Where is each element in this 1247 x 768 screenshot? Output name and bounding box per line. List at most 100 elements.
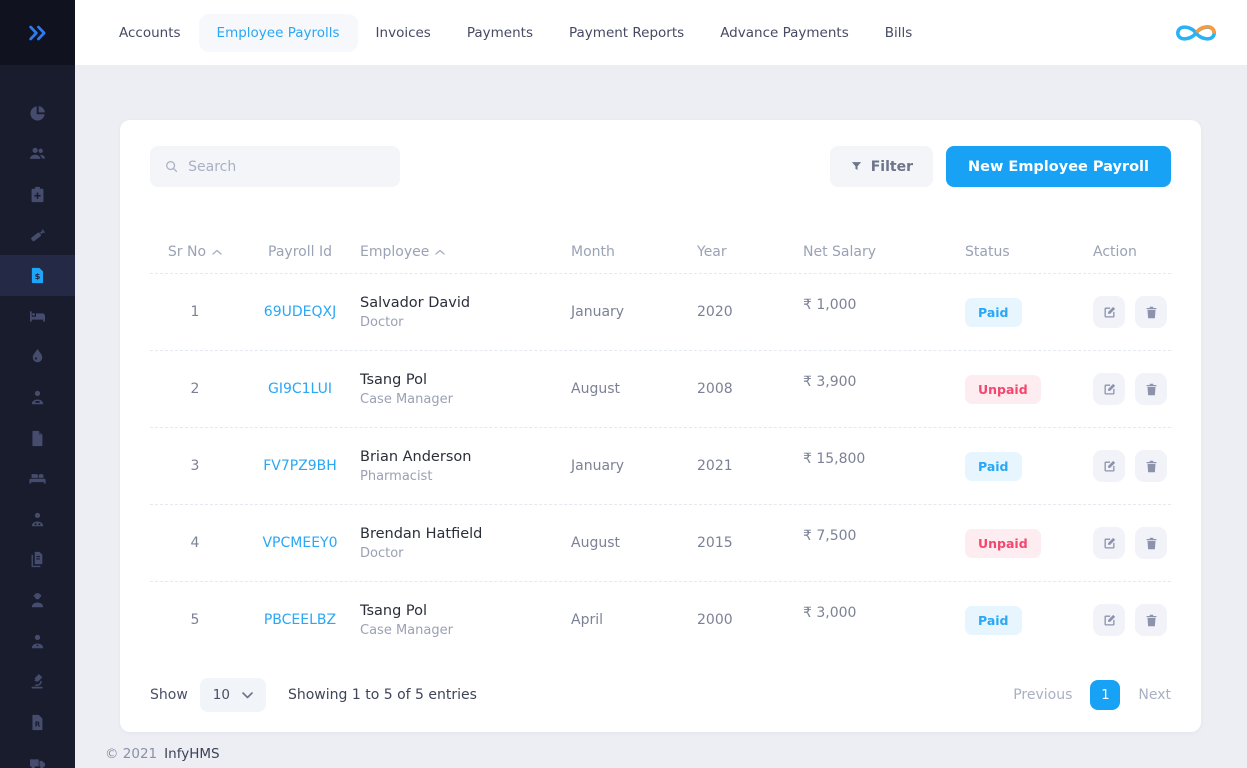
new-employee-payroll-button[interactable]: New Employee Payroll bbox=[946, 146, 1171, 187]
employee-name: Tsang Pol bbox=[360, 371, 428, 388]
infinity-logo-icon bbox=[1175, 24, 1217, 41]
column-header-payroll-id: Payroll Id bbox=[268, 244, 332, 260]
search-box[interactable] bbox=[150, 146, 400, 187]
table-body: 1 69UDEQXJ Salvador David Doctor January 2020… bbox=[150, 273, 1171, 658]
person-icon bbox=[28, 632, 47, 651]
employee-name: Tsang Pol bbox=[360, 602, 428, 619]
month-cell: April bbox=[571, 612, 603, 628]
sidebar-item-double-bed[interactable] bbox=[0, 458, 75, 499]
edit-button[interactable] bbox=[1093, 604, 1125, 636]
trash-icon bbox=[1144, 613, 1159, 628]
sr-no-cell: 3 bbox=[190, 458, 200, 474]
sidebar-item-pie-chart[interactable] bbox=[0, 93, 75, 134]
tab-bills[interactable]: Bills bbox=[867, 14, 931, 52]
table-row: 5 PBCEELBZ Tsang Pol Case Manager April 2000 ₹… bbox=[150, 581, 1171, 658]
search-input[interactable] bbox=[188, 158, 386, 175]
current-page-button[interactable]: 1 bbox=[1090, 680, 1121, 710]
trash-icon bbox=[1144, 536, 1159, 551]
edit-button[interactable] bbox=[1093, 373, 1125, 405]
sr-no-cell: 5 bbox=[190, 612, 200, 628]
sidebar-item-bed[interactable] bbox=[0, 296, 75, 337]
sidebar-item-person-glasses[interactable] bbox=[0, 499, 75, 540]
sidebar-item-users[interactable] bbox=[0, 134, 75, 175]
employee-role: Case Manager bbox=[360, 622, 453, 638]
person-glasses-icon bbox=[28, 510, 47, 529]
tab-payment-reports[interactable]: Payment Reports bbox=[551, 14, 702, 52]
status-badge: Paid bbox=[965, 297, 1022, 327]
delete-button[interactable] bbox=[1135, 373, 1167, 405]
column-header-net-salary: Net Salary bbox=[803, 244, 877, 260]
files-icon bbox=[28, 550, 47, 569]
top-navbar: Accounts Employee Payrolls Invoices Payment… bbox=[75, 0, 1247, 65]
year-cell: 2020 bbox=[697, 304, 733, 320]
tab-advance-payments[interactable]: Advance Payments bbox=[702, 14, 867, 52]
syringe-icon bbox=[28, 226, 47, 245]
person-badge-icon bbox=[28, 388, 47, 407]
chevron-down-icon bbox=[242, 691, 253, 698]
sidebar bbox=[0, 0, 75, 768]
tab-invoices[interactable]: Invoices bbox=[358, 14, 449, 52]
filter-label: Filter bbox=[870, 158, 913, 175]
sidebar-item-person-badge[interactable] bbox=[0, 377, 75, 418]
tab-accounts[interactable]: Accounts bbox=[101, 14, 199, 52]
month-cell: August bbox=[571, 535, 620, 551]
sidebar-item-syringe[interactable] bbox=[0, 215, 75, 256]
delete-button[interactable] bbox=[1135, 450, 1167, 482]
payroll-id-link[interactable]: PBCEELBZ bbox=[263, 612, 337, 628]
copyright-text: © 2021 bbox=[105, 746, 158, 762]
month-cell: January bbox=[571, 304, 625, 320]
net-salary-cell: ₹ 3,900 bbox=[803, 374, 857, 390]
net-salary-cell: ₹ 7,500 bbox=[803, 528, 857, 544]
filter-button[interactable]: Filter bbox=[829, 146, 933, 187]
sort-caret-icon bbox=[435, 249, 446, 255]
payroll-id-link[interactable]: FV7PZ9BH bbox=[263, 458, 337, 474]
microscope-icon bbox=[28, 672, 47, 691]
column-header-sr-no[interactable]: Sr No bbox=[150, 244, 240, 260]
edit-icon bbox=[1102, 459, 1117, 474]
page-size-select[interactable]: 10 bbox=[199, 678, 266, 712]
sidebar-item-files[interactable] bbox=[0, 540, 75, 581]
year-cell: 2008 bbox=[697, 381, 733, 397]
edit-button[interactable] bbox=[1093, 527, 1125, 559]
status-badge: Paid bbox=[965, 605, 1022, 635]
year-cell: 2015 bbox=[697, 535, 733, 551]
net-salary-cell: ₹ 15,800 bbox=[803, 451, 866, 467]
next-page-button[interactable]: Next bbox=[1138, 687, 1171, 703]
column-header-month: Month bbox=[571, 244, 615, 260]
sidebar-item-file[interactable] bbox=[0, 418, 75, 459]
table-row: 4 VPCMEEY0 Brendan Hatfield Doctor August 201… bbox=[150, 504, 1171, 581]
sidebar-item-dollar-document[interactable] bbox=[0, 255, 75, 296]
sidebar-item-microscope[interactable] bbox=[0, 661, 75, 702]
search-icon bbox=[164, 158, 179, 175]
column-header-employee[interactable]: Employee bbox=[360, 244, 550, 260]
table-row: 1 69UDEQXJ Salvador David Doctor January 2020… bbox=[150, 273, 1171, 350]
delete-button[interactable] bbox=[1135, 604, 1167, 636]
sidebar-item-clipboard-plus[interactable] bbox=[0, 174, 75, 215]
payroll-id-link[interactable]: GI9C1LUI bbox=[267, 381, 333, 397]
sidebar-item-water-drop[interactable] bbox=[0, 337, 75, 378]
sidebar-toggle-button[interactable] bbox=[0, 0, 75, 65]
tab-payments[interactable]: Payments bbox=[449, 14, 551, 52]
month-cell: January bbox=[571, 458, 625, 474]
previous-page-button[interactable]: Previous bbox=[1013, 687, 1073, 703]
sidebar-item-person[interactable] bbox=[0, 621, 75, 662]
payroll-id-link[interactable]: 69UDEQXJ bbox=[263, 304, 337, 320]
table-header-row: Sr No Payroll Id Employee Month Year Net Sala… bbox=[150, 231, 1171, 273]
brand-logo[interactable] bbox=[1171, 18, 1221, 48]
sr-no-cell: 4 bbox=[190, 535, 200, 551]
tab-employee-payrolls[interactable]: Employee Payrolls bbox=[198, 13, 358, 52]
delete-button[interactable] bbox=[1135, 527, 1167, 559]
employee-role: Doctor bbox=[360, 545, 404, 561]
delete-button[interactable] bbox=[1135, 296, 1167, 328]
sidebar-item-person-headset[interactable] bbox=[0, 580, 75, 621]
content-area: Filter New Employee Payroll Sr No Payroll… bbox=[75, 65, 1247, 768]
edit-button[interactable] bbox=[1093, 450, 1125, 482]
brand-name: InfyHMS bbox=[164, 746, 220, 762]
employee-name: Salvador David bbox=[360, 294, 471, 311]
payroll-id-link[interactable]: VPCMEEY0 bbox=[262, 535, 338, 551]
bed-icon bbox=[28, 307, 47, 326]
sidebar-item-prescription-file[interactable] bbox=[0, 702, 75, 743]
double-bed-icon bbox=[28, 469, 47, 488]
sidebar-item-ambulance[interactable] bbox=[0, 743, 75, 768]
edit-button[interactable] bbox=[1093, 296, 1125, 328]
